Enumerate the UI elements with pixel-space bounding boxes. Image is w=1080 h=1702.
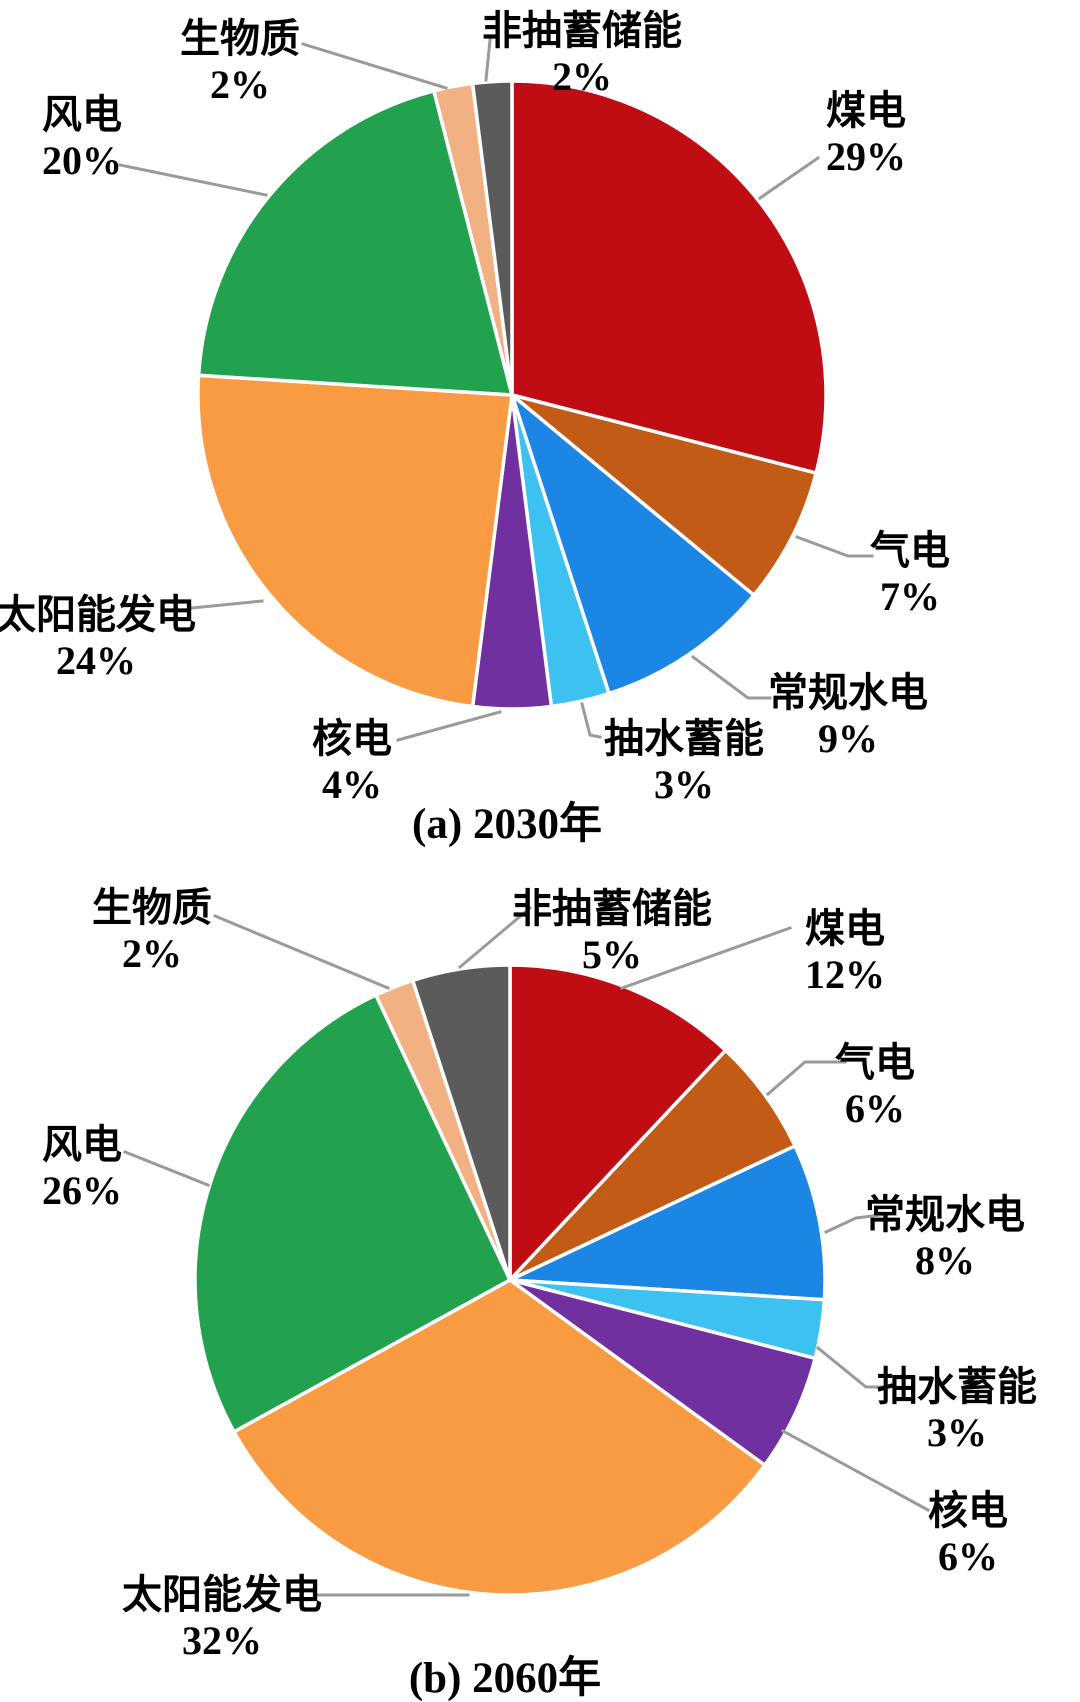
label-solar-2060: 太阳能发电 32% (122, 1572, 322, 1664)
label-gas-2030-value: 7% (880, 574, 940, 619)
leader-wind-2060 (123, 1150, 210, 1187)
leader-lines-2030 (118, 38, 874, 742)
label-coal-2030: 煤电 29% (826, 88, 906, 180)
label-non-pumped-storage-2060-value: 5% (582, 932, 642, 977)
label-non-pumped-storage-2030: 非抽蓄储能 2% (482, 8, 682, 100)
caption-2030: (a) 2030年 (412, 801, 602, 848)
pie-2060-slice-hydro (508, 1144, 827, 1302)
label-gas-2060: 气电 6% (835, 1040, 915, 1132)
pie-2060 (193, 963, 827, 1597)
label-coal-2060: 煤电 12% (805, 906, 885, 998)
label-pumped-storage-2030-name: 抽水蓄能 (604, 716, 764, 761)
label-solar-2030: 太阳能发电 24% (0, 592, 196, 684)
label-solar-2060-name: 太阳能发电 (122, 1572, 322, 1617)
label-pumped-storage-2060-value: 3% (927, 1410, 987, 1455)
label-coal-2060-name: 煤电 (805, 906, 885, 951)
label-pumped-storage-2060-name: 抽水蓄能 (877, 1364, 1037, 1409)
leader-biomass-2060 (213, 914, 390, 990)
pie-2030-slice-wind (196, 89, 514, 397)
pie-2030-slice-non-pumped-storage (470, 79, 514, 397)
leader-solar-2030 (190, 599, 264, 610)
label-biomass-2030-name: 生物质 (180, 16, 300, 61)
label-nuclear-2030-value: 4% (322, 762, 382, 807)
label-wind-2060-value: 26% (42, 1168, 122, 1213)
label-wind-2060: 风电 26% (42, 1122, 122, 1214)
pie-2060-slice-wind (193, 993, 512, 1434)
label-biomass-2060: 生物质 2% (92, 885, 212, 977)
label-hydro-2030: 常规水电 9% (768, 670, 928, 762)
label-nuclear-2030-name: 核电 (312, 716, 392, 761)
leader-wind-2030 (118, 163, 268, 197)
pie-2060-slice-nuclear (508, 1278, 817, 1467)
label-hydro-2030-name: 常规水电 (768, 670, 928, 715)
pie-2030-slice-solar (196, 373, 514, 709)
pie-2060-slice-solar (232, 1278, 767, 1597)
pie-2060-slice-non-pumped-storage (410, 963, 512, 1282)
label-gas-2060-value: 6% (845, 1086, 905, 1131)
label-nuclear-2060: 核电 6% (928, 1488, 1008, 1580)
pie-2030 (196, 79, 828, 711)
leader-lines-2060 (123, 905, 931, 1597)
caption-2060: (b) 2060年 (408, 1655, 602, 1702)
leader-coal-2030 (757, 155, 821, 201)
leader-gas-2030 (795, 535, 874, 558)
leader-pumped-storage-2030 (580, 702, 602, 739)
label-biomass-2060-name: 生物质 (92, 885, 212, 930)
label-pumped-storage-2030-value: 3% (654, 762, 714, 807)
label-non-pumped-storage-2030-value: 2% (552, 54, 612, 99)
pie-2030-slice-hydro (510, 393, 756, 696)
label-gas-2030-name: 气电 (870, 528, 950, 573)
leader-nuclear-2060 (780, 1428, 931, 1513)
label-solar-2030-value: 24% (56, 638, 136, 683)
label-biomass-2030: 生物质 2% (180, 16, 300, 108)
label-wind-2060-name: 风电 (42, 1122, 122, 1167)
label-hydro-2060-value: 8% (915, 1238, 975, 1283)
leader-hydro-2060 (824, 1212, 890, 1234)
label-hydro-2060: 常规水电 8% (865, 1192, 1025, 1284)
label-wind-2030-value: 20% (42, 138, 122, 183)
leader-hydro-2030 (690, 654, 772, 700)
label-coal-2030-name: 煤电 (826, 88, 906, 133)
leader-nuclear-2030 (396, 710, 502, 742)
leader-biomass-2030 (301, 42, 448, 90)
label-nuclear-2060-name: 核电 (928, 1488, 1008, 1533)
label-hydro-2030-value: 9% (818, 716, 878, 761)
label-non-pumped-storage-2060-name: 非抽蓄储能 (512, 886, 712, 931)
label-nuclear-2030: 核电 4% (312, 716, 392, 808)
leader-non-pumped-storage-2030 (484, 38, 492, 82)
label-coal-2030-value: 29% (826, 134, 906, 179)
label-non-pumped-storage-2030-name: 非抽蓄储能 (482, 8, 682, 53)
label-biomass-2030-value: 2% (210, 62, 270, 107)
label-gas-2060-name: 气电 (835, 1040, 915, 1085)
label-coal-2060-value: 12% (805, 952, 885, 997)
label-solar-2030-name: 太阳能发电 (0, 592, 196, 637)
leader-non-pumped-storage-2060 (457, 905, 533, 970)
pie-2030-slice-gas (510, 393, 818, 597)
label-non-pumped-storage-2060: 非抽蓄储能 5% (512, 886, 712, 978)
label-gas-2030: 气电 7% (870, 528, 950, 620)
leader-coal-2060 (620, 926, 792, 990)
label-wind-2030: 风电 20% (42, 92, 122, 184)
pie-2030-slice-coal (510, 79, 828, 475)
label-pumped-storage-2030: 抽水蓄能 3% (604, 716, 764, 808)
label-hydro-2060-name: 常规水电 (865, 1192, 1025, 1237)
label-nuclear-2060-value: 6% (938, 1534, 998, 1579)
label-wind-2030-name: 风电 (42, 92, 122, 137)
pie-2060-slice-gas (508, 1048, 797, 1282)
label-pumped-storage-2060: 抽水蓄能 3% (877, 1364, 1037, 1456)
leader-gas-2060 (765, 1060, 847, 1097)
label-biomass-2060-value: 2% (122, 931, 182, 976)
leader-pumped-storage-2060 (815, 1345, 895, 1389)
label-solar-2060-value: 32% (182, 1618, 262, 1663)
